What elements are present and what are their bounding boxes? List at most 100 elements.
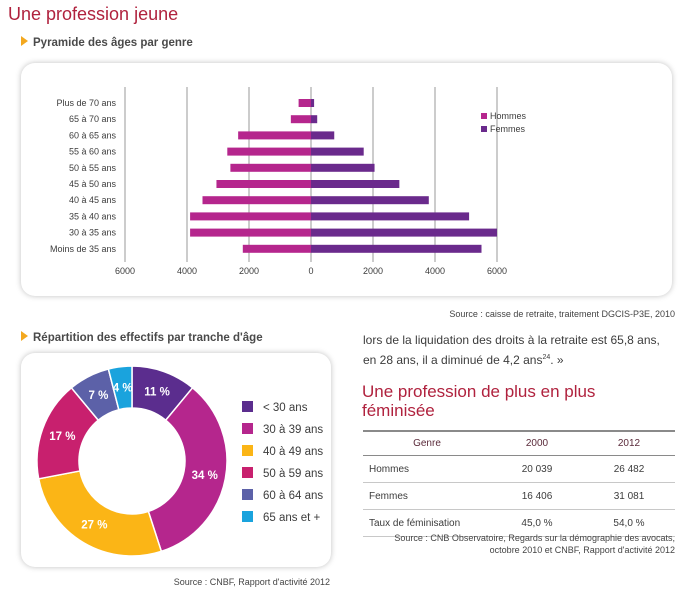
- legend-label: < 30 ans: [263, 402, 307, 414]
- quote-line-2-end: . »: [550, 353, 563, 367]
- legend-swatch: [242, 467, 253, 478]
- y-category-label: 30 à 35 ans: [69, 228, 117, 238]
- feminisation-title-line-2: féminisée: [362, 401, 595, 420]
- legend-swatch: [481, 126, 487, 132]
- triangle-bullet-icon: [21, 331, 28, 341]
- page-title: Une profession jeune: [8, 4, 178, 25]
- bar-hommes: [230, 164, 311, 172]
- legend-swatch: [242, 445, 253, 456]
- bar-hommes: [190, 212, 311, 220]
- bar-hommes: [243, 245, 311, 253]
- row-label: Hommes: [363, 456, 491, 483]
- bar-hommes: [203, 196, 312, 204]
- feminisation-source: Source : CNB Observatoire, Regards sur l…: [394, 532, 675, 556]
- quote-line-2: en 28 ans, il a diminué de 4,2 ans24. »: [363, 349, 675, 369]
- row-label: Femmes: [363, 483, 491, 510]
- age-pyramid-chart: 6000 4000 2000 0 2000 4000 6000 Plus de 70 ans 6…: [21, 63, 672, 296]
- x-tick-label: 0: [308, 266, 313, 276]
- y-category-label: 45 à 50 ans: [69, 179, 117, 189]
- x-tick-label: 4000: [425, 266, 445, 276]
- pyramid-heading: Pyramide des âges par genre: [21, 36, 193, 49]
- feminisation-title-line-1: Une profession de plus en plus: [362, 382, 595, 401]
- x-tick-label: 6000: [115, 266, 135, 276]
- donut-heading: Répartition des effectifs par tranche d'…: [21, 331, 263, 344]
- table-row: Hommes 20 039 26 482: [363, 456, 675, 483]
- bar-hommes: [190, 229, 311, 237]
- pyramid-source: Source : caisse de retraite, traitement …: [449, 309, 675, 319]
- legend-item: 60 à 64 ans: [242, 489, 323, 503]
- bar-hommes: [299, 99, 311, 107]
- quote-line-1: lors de la liquidation des droits à la r…: [363, 331, 675, 349]
- feminisation-source-line-1: Source : CNB Observatoire, Regards sur l…: [394, 532, 675, 544]
- donut-legend: < 30 ans 30 à 39 ans 40 à 49 ans 50 à 59 an…: [242, 353, 327, 567]
- donut-slice-label: 7 %: [88, 390, 108, 402]
- x-tick-label: 2000: [239, 266, 259, 276]
- legend-swatch: [242, 401, 253, 412]
- y-category-label: 40 à 45 ans: [69, 195, 117, 205]
- row-value-2000: 16 406: [491, 483, 583, 510]
- bar-femmes: [311, 212, 469, 220]
- y-category-label: Plus de 70 ans: [56, 98, 116, 108]
- header-genre: Genre: [363, 431, 491, 456]
- feminisation-source-line-2: octobre 2010 et CNBF, Rapport d'activité…: [394, 544, 675, 556]
- legend-item: 30 à 39 ans: [242, 423, 323, 437]
- donut-slice-label: 4 %: [113, 383, 133, 395]
- quote-line-2-text: en 28 ans, il a diminué de 4,2 ans: [363, 353, 542, 367]
- y-category-label: 60 à 65 ans: [69, 130, 117, 140]
- quote-paragraph: lors de la liquidation des droits à la r…: [363, 331, 675, 369]
- legend-label: 40 à 49 ans: [263, 446, 323, 458]
- bar-hommes: [227, 148, 311, 156]
- bar-femmes: [311, 131, 334, 139]
- donut-slice-label: 34 %: [192, 470, 218, 482]
- pyramid-card: 6000 4000 2000 0 2000 4000 6000 Plus de 70 ans 6…: [21, 63, 672, 296]
- legend-swatch: [242, 489, 253, 500]
- feminisation-title: Une profession de plus en plus féminisée: [362, 382, 595, 420]
- legend-label: Femmes: [490, 124, 526, 134]
- bar-femmes: [311, 115, 317, 123]
- donut-source: Source : CNBF, Rapport d'activité 2012: [174, 577, 330, 587]
- legend-label: 65 ans et +: [263, 512, 320, 524]
- legend-label: 30 à 39 ans: [263, 424, 323, 436]
- legend-label: Hommes: [490, 111, 527, 121]
- donut-slice-label: 17 %: [49, 431, 75, 443]
- legend-item: < 30 ans: [242, 401, 307, 415]
- legend-item: 40 à 49 ans: [242, 445, 323, 459]
- donut-slice: [39, 471, 162, 556]
- bar-hommes: [291, 115, 311, 123]
- bar-femmes: [311, 99, 314, 107]
- y-category-label: Moins de 35 ans: [50, 244, 117, 254]
- legend-swatch: [242, 423, 253, 434]
- legend-label: 50 à 59 ans: [263, 468, 323, 480]
- triangle-bullet-icon: [21, 36, 28, 46]
- bar-femmes: [311, 148, 364, 156]
- bar-femmes: [311, 180, 399, 188]
- row-value-2012: 31 081: [583, 483, 675, 510]
- feminisation-table: Genre 2000 2012 Hommes 20 039 26 482 Fem…: [363, 430, 675, 537]
- donut-slice-label: 11 %: [144, 386, 170, 398]
- bar-hommes: [216, 180, 311, 188]
- legend-swatch: [481, 113, 487, 119]
- legend-item: 50 à 59 ans: [242, 467, 323, 481]
- y-category-label: 55 à 60 ans: [69, 147, 117, 157]
- x-tick-label: 2000: [363, 266, 383, 276]
- table-row: Femmes 16 406 31 081: [363, 483, 675, 510]
- x-tick-label: 6000: [487, 266, 507, 276]
- donut-card: 11 % 34 % 27 % 17 % 7 % 4 % < 30 ans 30 à 39 a…: [21, 353, 331, 567]
- donut-slice-label: 27 %: [81, 520, 107, 532]
- donut-heading-label: Répartition des effectifs par tranche d'…: [33, 332, 263, 344]
- y-category-label: 65 à 70 ans: [69, 114, 117, 124]
- table-header-row: Genre 2000 2012: [363, 431, 675, 456]
- row-value-2012: 26 482: [583, 456, 675, 483]
- bar-hommes: [238, 131, 311, 139]
- bar-femmes: [311, 229, 497, 237]
- y-category-label: 50 à 55 ans: [69, 163, 117, 173]
- header-2012: 2012: [583, 431, 675, 456]
- legend-label: 60 à 64 ans: [263, 490, 323, 502]
- legend-swatch: [242, 511, 253, 522]
- y-category-label: 35 à 40 ans: [69, 211, 117, 221]
- header-2000: 2000: [491, 431, 583, 456]
- bar-femmes: [311, 196, 429, 204]
- bar-femmes: [311, 164, 375, 172]
- legend-item: 65 ans et +: [242, 511, 320, 525]
- row-value-2000: 20 039: [491, 456, 583, 483]
